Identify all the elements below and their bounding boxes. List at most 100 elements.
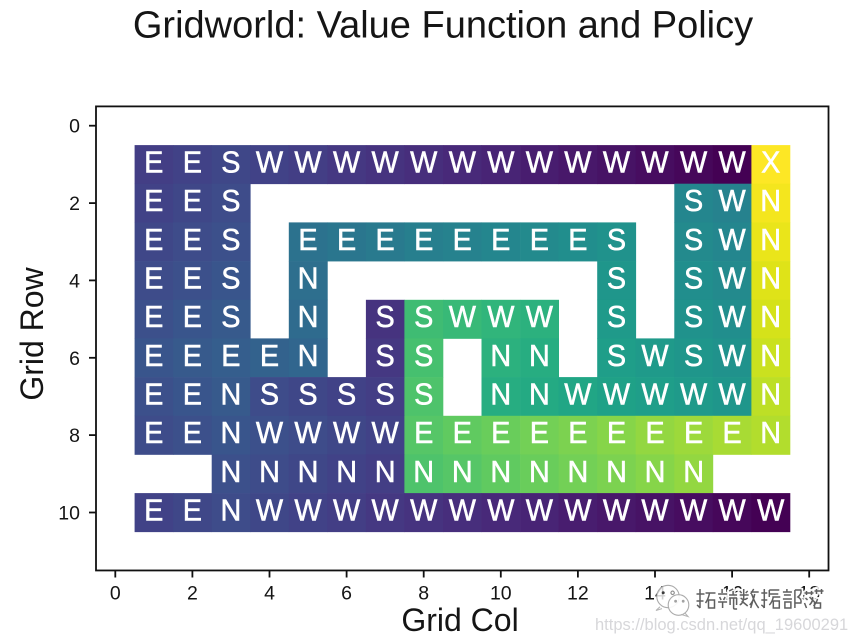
svg-text:S: S (684, 339, 703, 373)
svg-text:W: W (757, 494, 785, 528)
svg-text:S: S (221, 223, 240, 257)
svg-text:W: W (449, 145, 477, 179)
svg-text:4: 4 (69, 270, 80, 292)
svg-text:2: 2 (187, 583, 198, 605)
svg-text:S: S (298, 377, 317, 411)
svg-text:E: E (183, 184, 202, 218)
svg-text:W: W (256, 145, 284, 179)
svg-text:N: N (298, 300, 319, 334)
svg-text:N: N (259, 455, 280, 489)
svg-text:E: E (337, 223, 356, 257)
svg-text:W: W (641, 494, 669, 528)
svg-text:N: N (760, 416, 781, 450)
svg-text:W: W (718, 300, 746, 334)
svg-text:S: S (684, 261, 703, 295)
svg-text:N: N (336, 455, 357, 489)
svg-text:N: N (760, 184, 781, 218)
svg-text:E: E (144, 494, 163, 528)
svg-text:N: N (220, 455, 241, 489)
svg-text:N: N (298, 339, 319, 373)
svg-text:E: E (453, 416, 472, 450)
svg-text:E: E (183, 261, 202, 295)
svg-text:W: W (371, 145, 399, 179)
svg-text:10: 10 (490, 583, 512, 605)
svg-text:0: 0 (69, 116, 80, 138)
svg-text:S: S (414, 339, 433, 373)
svg-text:E: E (607, 416, 626, 450)
svg-text:E: E (183, 300, 202, 334)
svg-text:N: N (490, 339, 511, 373)
svg-text:W: W (487, 145, 515, 179)
svg-text:E: E (183, 494, 202, 528)
svg-text:N: N (529, 377, 550, 411)
svg-text:S: S (221, 300, 240, 334)
svg-text:W: W (294, 416, 322, 450)
svg-text:S: S (221, 184, 240, 218)
svg-text:2: 2 (69, 193, 80, 215)
svg-text:E: E (568, 223, 587, 257)
svg-text:W: W (526, 145, 554, 179)
svg-text:W: W (718, 184, 746, 218)
svg-text:N: N (760, 300, 781, 334)
svg-text:6: 6 (69, 348, 80, 370)
svg-text:W: W (410, 145, 438, 179)
svg-text:W: W (294, 145, 322, 179)
svg-text:E: E (684, 416, 703, 450)
svg-text:E: E (530, 416, 549, 450)
svg-text:N: N (490, 377, 511, 411)
svg-text:S: S (684, 300, 703, 334)
svg-text:E: E (453, 223, 472, 257)
svg-text:0: 0 (110, 583, 121, 605)
svg-text:N: N (298, 261, 319, 295)
svg-text:S: S (607, 223, 626, 257)
svg-text:W: W (603, 494, 631, 528)
svg-text:N: N (452, 455, 473, 489)
svg-text:Grid Col: Grid Col (401, 602, 518, 638)
svg-text:N: N (606, 455, 627, 489)
svg-text:S: S (607, 339, 626, 373)
svg-text:N: N (760, 223, 781, 257)
svg-text:W: W (718, 377, 746, 411)
svg-text:E: E (414, 223, 433, 257)
svg-text:S: S (375, 339, 394, 373)
svg-text:N: N (683, 455, 704, 489)
svg-text:E: E (144, 416, 163, 450)
svg-text:W: W (680, 494, 708, 528)
svg-text:S: S (375, 300, 394, 334)
svg-text:W: W (410, 494, 438, 528)
svg-text:W: W (371, 416, 399, 450)
svg-text:E: E (375, 223, 394, 257)
svg-text:https://blog.csdn.net/qq_19600: https://blog.csdn.net/qq_19600291 (595, 616, 848, 634)
svg-text:W: W (603, 377, 631, 411)
svg-text:W: W (333, 494, 361, 528)
svg-text:S: S (607, 261, 626, 295)
svg-text:W: W (487, 494, 515, 528)
svg-text:10: 10 (58, 503, 80, 525)
svg-text:W: W (641, 339, 669, 373)
svg-text:N: N (413, 455, 434, 489)
svg-text:W: W (526, 300, 554, 334)
svg-text:W: W (718, 261, 746, 295)
svg-text:E: E (530, 223, 549, 257)
svg-text:E: E (144, 300, 163, 334)
svg-text:N: N (529, 455, 550, 489)
svg-text:X: X (761, 145, 780, 179)
svg-text:E: E (183, 339, 202, 373)
svg-text:E: E (183, 145, 202, 179)
svg-text:E: E (568, 416, 587, 450)
svg-text:N: N (529, 339, 550, 373)
svg-text:S: S (260, 377, 279, 411)
svg-text:W: W (718, 145, 746, 179)
svg-text:S: S (684, 184, 703, 218)
svg-text:W: W (371, 494, 399, 528)
svg-text:W: W (256, 416, 284, 450)
svg-text:E: E (298, 223, 317, 257)
svg-text:S: S (414, 300, 433, 334)
svg-text:W: W (526, 494, 554, 528)
svg-text:W: W (256, 494, 284, 528)
svg-text:N: N (298, 455, 319, 489)
svg-text:8: 8 (69, 425, 80, 447)
svg-text:6: 6 (341, 583, 352, 605)
svg-text:E: E (491, 416, 510, 450)
svg-text:W: W (564, 145, 592, 179)
